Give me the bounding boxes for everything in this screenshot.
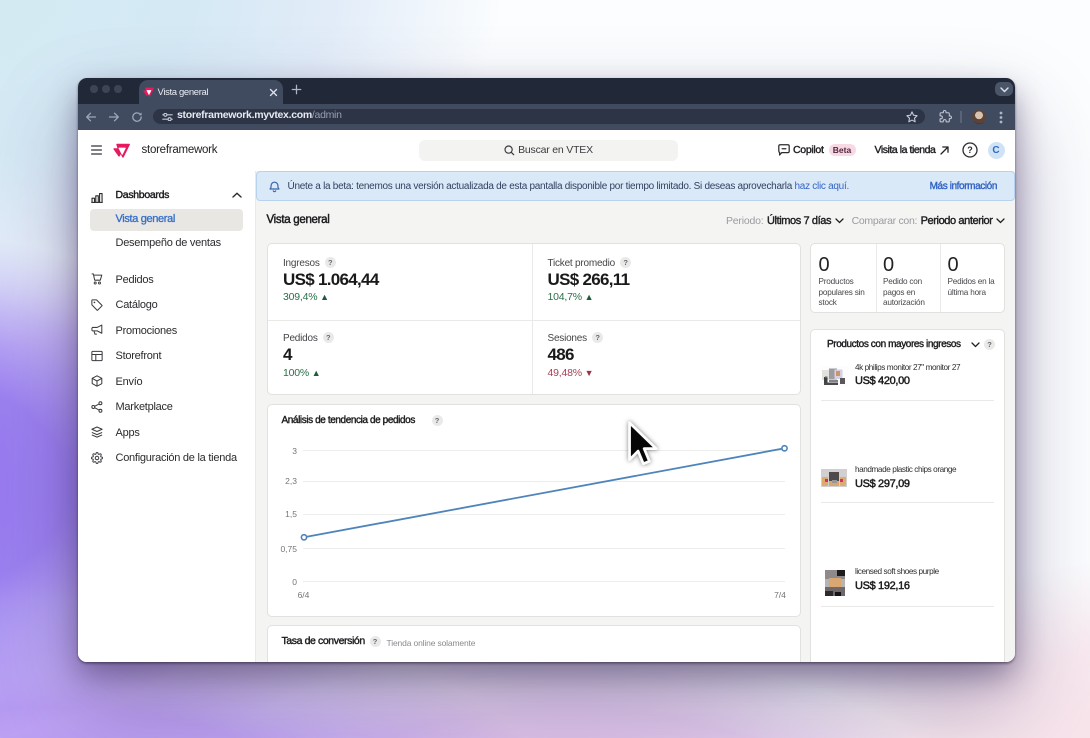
svg-text:?: ? bbox=[967, 145, 973, 155]
